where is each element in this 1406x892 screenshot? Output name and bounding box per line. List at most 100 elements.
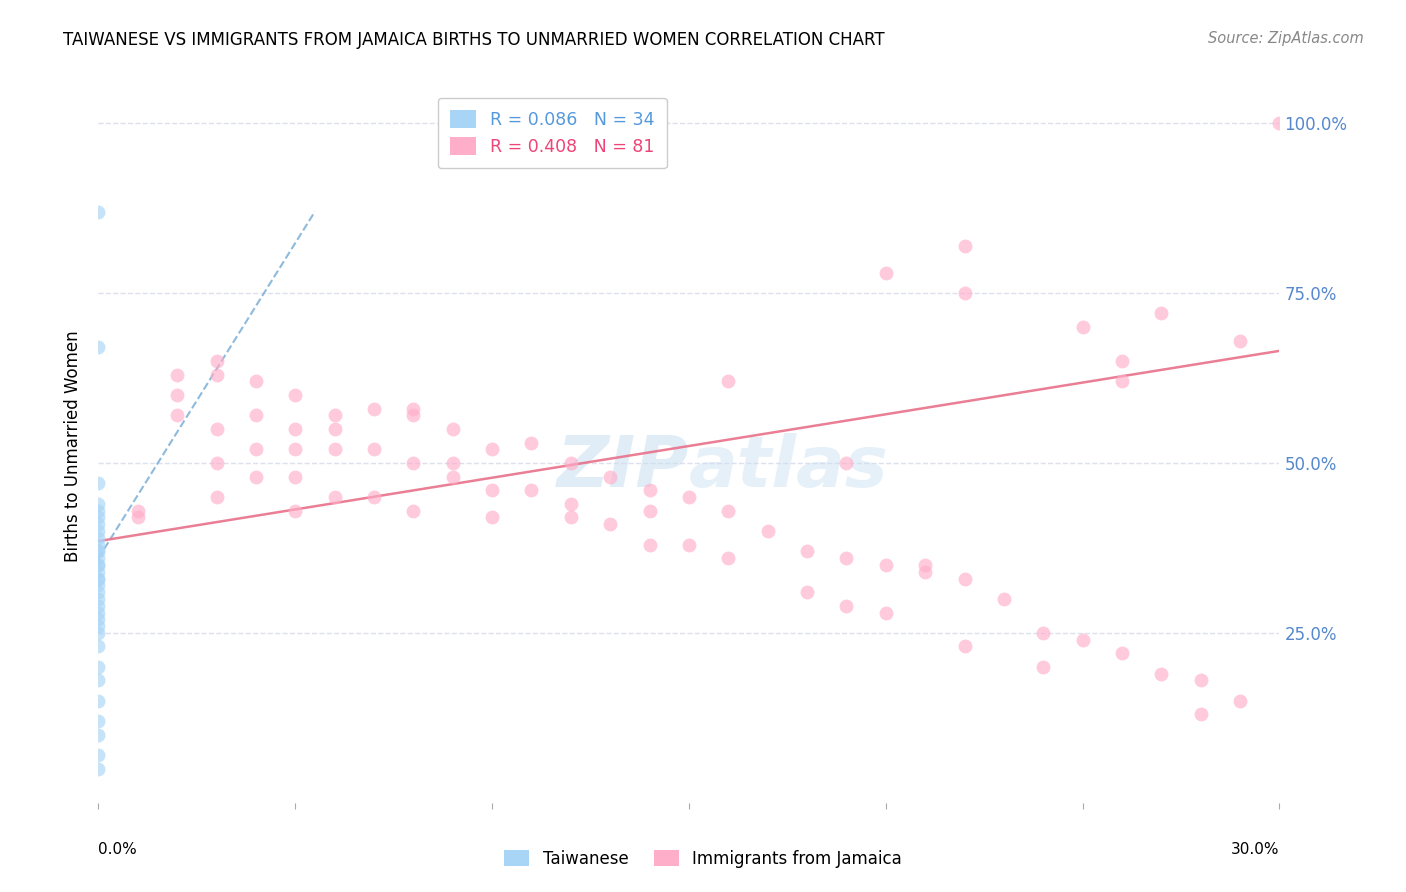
Point <box>835 456 858 470</box>
Point <box>756 524 779 538</box>
Point <box>87 476 110 491</box>
Point <box>87 619 110 633</box>
Point <box>481 442 503 457</box>
Point <box>245 409 267 423</box>
Point <box>914 558 936 572</box>
Point <box>87 341 110 355</box>
Point <box>835 599 858 613</box>
Point <box>87 572 110 586</box>
Point <box>993 591 1015 606</box>
Point <box>875 558 897 572</box>
Point <box>835 551 858 566</box>
Point <box>520 483 543 498</box>
Point <box>363 490 385 504</box>
Point <box>1111 354 1133 368</box>
Point <box>481 483 503 498</box>
Point <box>363 442 385 457</box>
Point <box>402 503 425 517</box>
Point <box>205 422 228 436</box>
Point <box>599 517 621 532</box>
Point <box>87 497 110 511</box>
Point <box>166 409 188 423</box>
Point <box>1229 694 1251 708</box>
Point <box>953 640 976 654</box>
Point <box>796 544 818 558</box>
Point <box>323 422 346 436</box>
Point <box>402 409 425 423</box>
Point <box>638 483 661 498</box>
Point <box>166 388 188 402</box>
Point <box>560 456 582 470</box>
Point <box>363 401 385 416</box>
Point <box>205 368 228 382</box>
Point <box>245 469 267 483</box>
Point <box>87 660 110 674</box>
Point <box>1032 660 1054 674</box>
Point <box>284 442 307 457</box>
Point <box>560 510 582 524</box>
Point <box>87 728 110 742</box>
Point <box>441 469 464 483</box>
Point <box>953 286 976 301</box>
Point <box>87 640 110 654</box>
Point <box>87 503 110 517</box>
Point <box>87 558 110 572</box>
Point <box>87 748 110 763</box>
Point <box>953 238 976 252</box>
Point <box>87 673 110 688</box>
Point <box>127 510 149 524</box>
Text: ZIP: ZIP <box>557 433 689 502</box>
Point <box>87 558 110 572</box>
Point <box>87 612 110 626</box>
Text: Source: ZipAtlas.com: Source: ZipAtlas.com <box>1208 31 1364 46</box>
Point <box>87 606 110 620</box>
Point <box>205 354 228 368</box>
Point <box>678 537 700 551</box>
Point <box>717 375 740 389</box>
Legend: R = 0.086   N = 34, R = 0.408   N = 81: R = 0.086 N = 34, R = 0.408 N = 81 <box>437 98 666 169</box>
Text: 30.0%: 30.0% <box>1232 842 1279 857</box>
Point <box>87 524 110 538</box>
Point <box>1150 306 1173 320</box>
Point <box>717 551 740 566</box>
Point <box>796 585 818 599</box>
Point <box>599 469 621 483</box>
Point <box>323 409 346 423</box>
Point <box>1189 673 1212 688</box>
Point <box>875 266 897 280</box>
Point <box>166 368 188 382</box>
Text: TAIWANESE VS IMMIGRANTS FROM JAMAICA BIRTHS TO UNMARRIED WOMEN CORRELATION CHART: TAIWANESE VS IMMIGRANTS FROM JAMAICA BIR… <box>63 31 884 49</box>
Point <box>87 714 110 729</box>
Point <box>87 544 110 558</box>
Point <box>717 503 740 517</box>
Point <box>245 442 267 457</box>
Point <box>87 544 110 558</box>
Point <box>127 503 149 517</box>
Point <box>245 375 267 389</box>
Legend: Taiwanese, Immigrants from Jamaica: Taiwanese, Immigrants from Jamaica <box>498 844 908 875</box>
Text: atlas: atlas <box>689 433 889 502</box>
Point <box>87 551 110 566</box>
Point <box>205 456 228 470</box>
Point <box>87 599 110 613</box>
Point <box>87 572 110 586</box>
Point <box>1111 646 1133 660</box>
Point <box>87 510 110 524</box>
Point <box>1150 666 1173 681</box>
Point <box>87 565 110 579</box>
Point <box>1032 626 1054 640</box>
Point <box>520 435 543 450</box>
Point <box>402 456 425 470</box>
Point <box>953 572 976 586</box>
Point <box>87 578 110 592</box>
Point <box>87 762 110 776</box>
Y-axis label: Births to Unmarried Women: Births to Unmarried Women <box>63 330 82 562</box>
Point <box>87 694 110 708</box>
Point <box>1268 116 1291 130</box>
Text: 0.0%: 0.0% <box>98 842 138 857</box>
Point <box>914 565 936 579</box>
Point <box>205 490 228 504</box>
Point <box>284 503 307 517</box>
Point <box>87 585 110 599</box>
Point <box>87 591 110 606</box>
